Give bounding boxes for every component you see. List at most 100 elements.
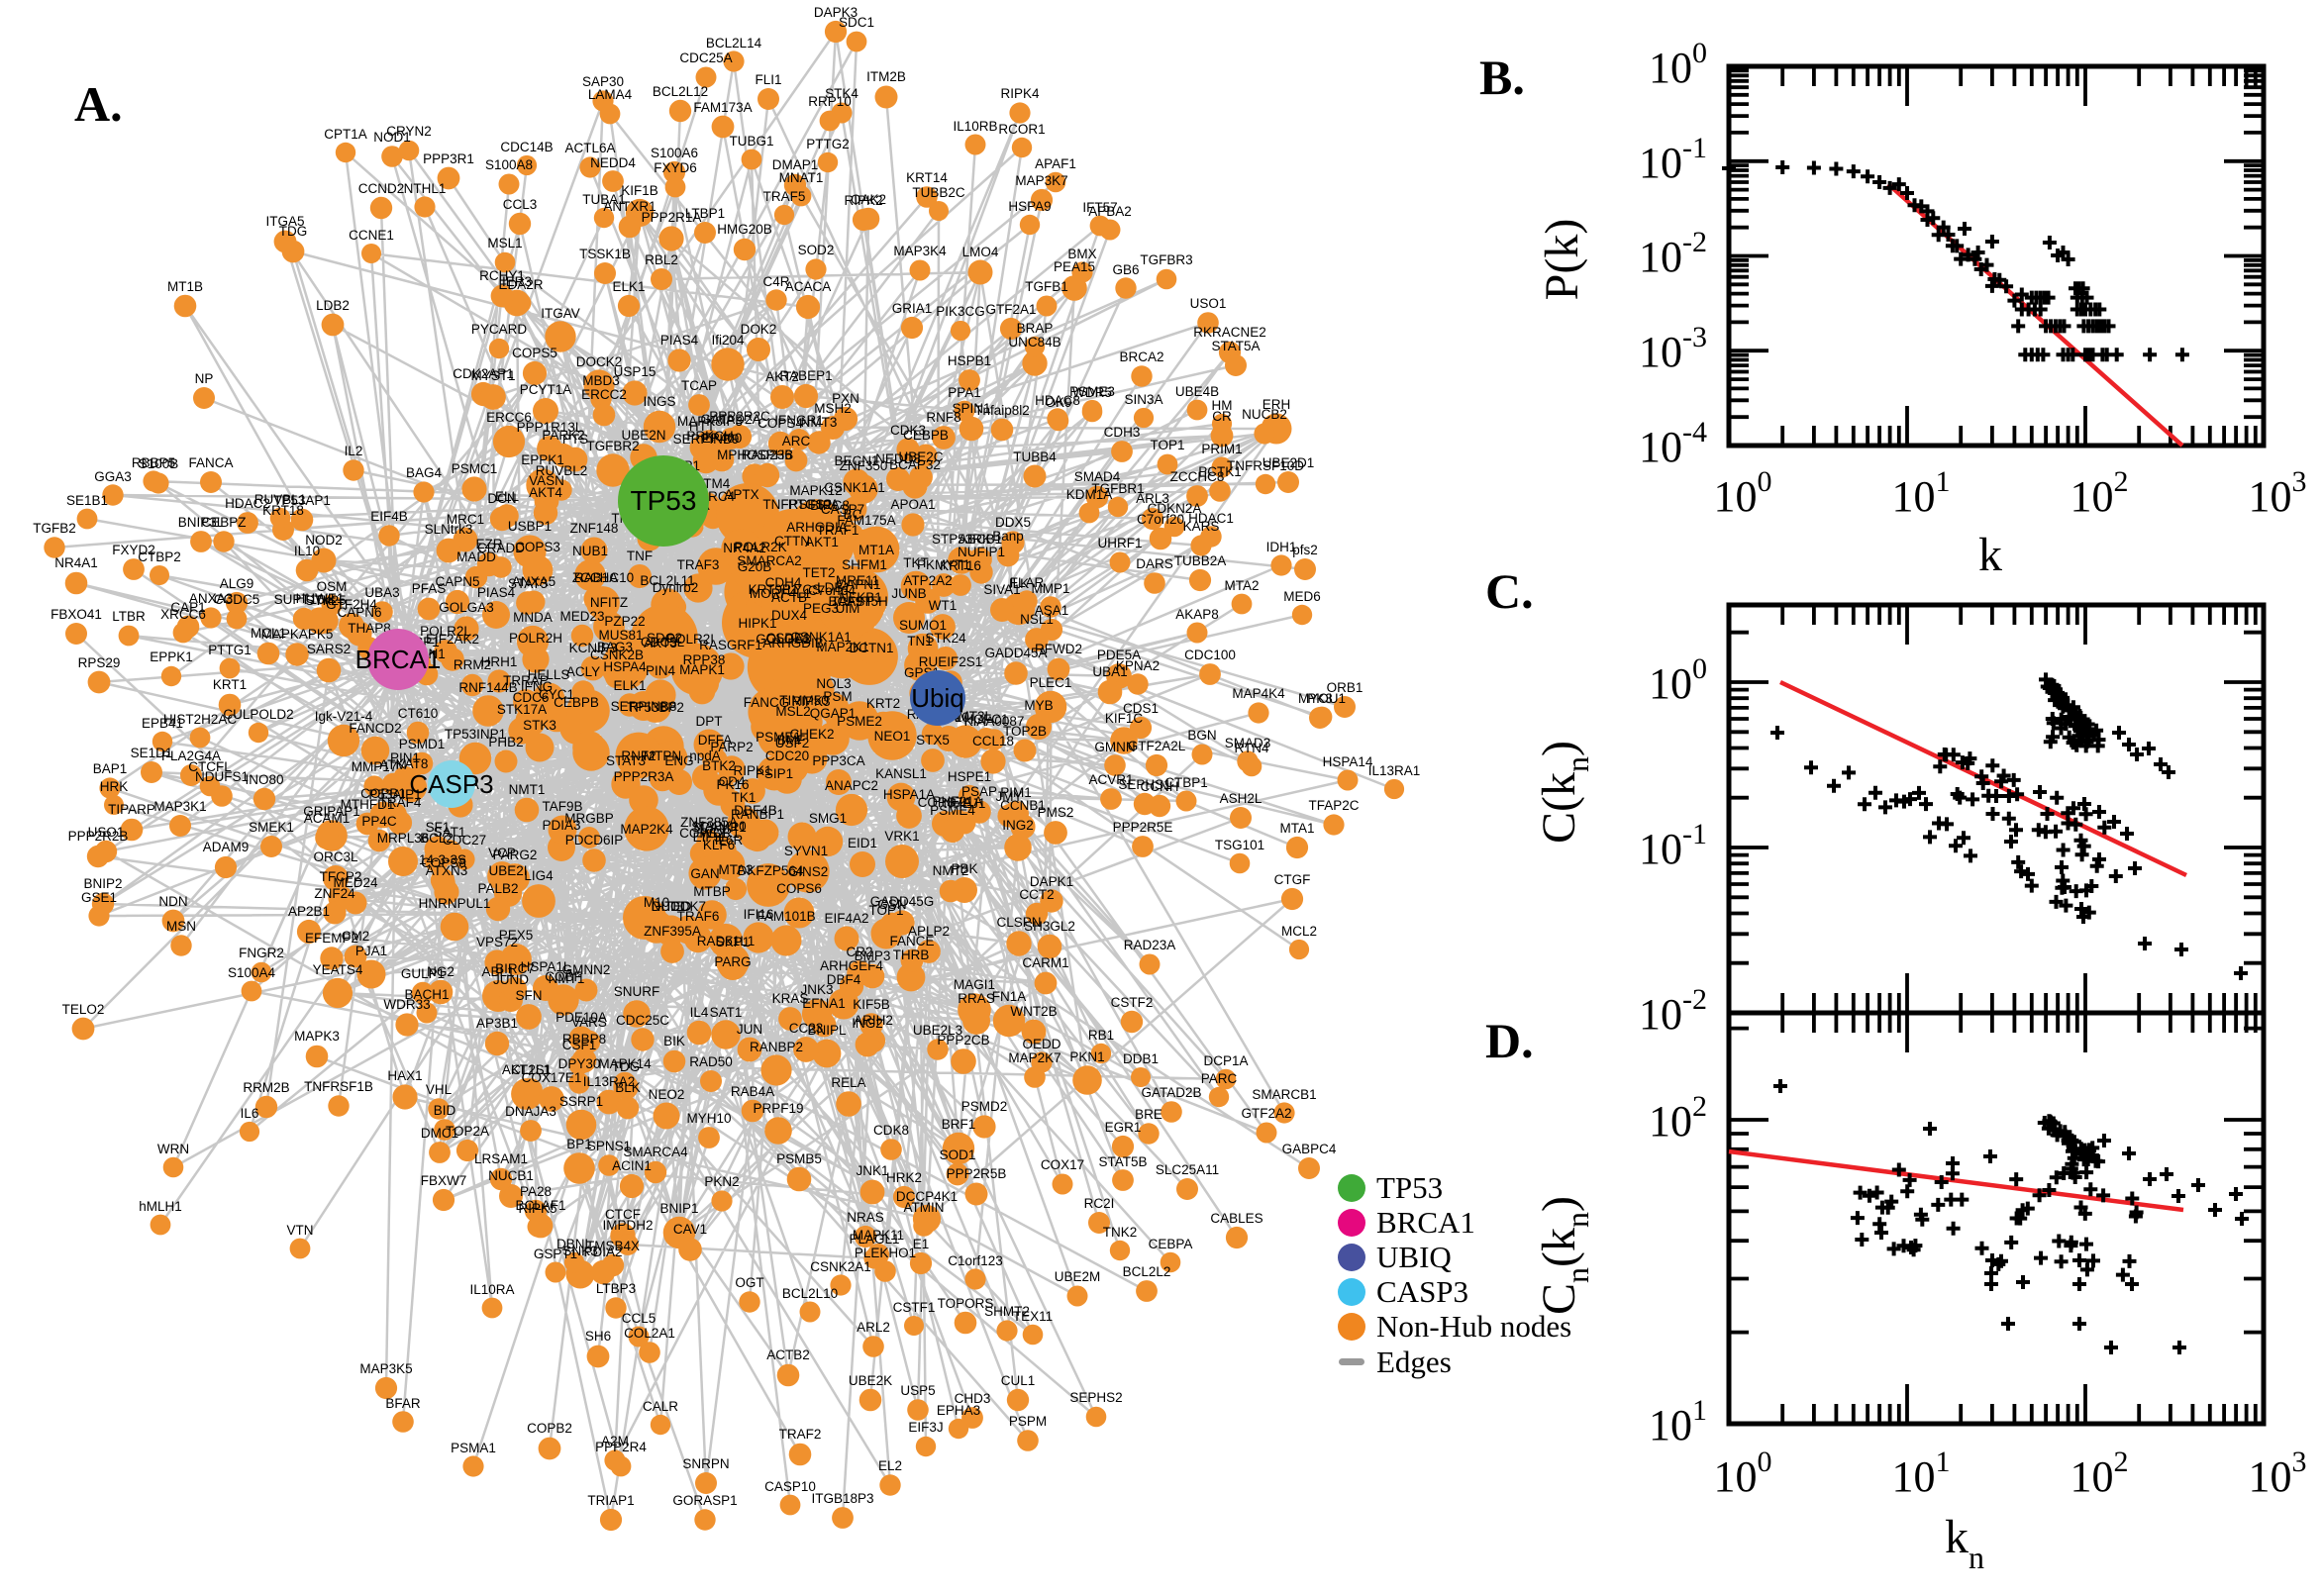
svg-text:CTGF: CTGF [1274,872,1311,887]
svg-text:COPB2: COPB2 [527,1421,572,1436]
svg-text:NEDD8: NEDD8 [875,451,921,466]
svg-text:EIF3J: EIF3J [908,1420,943,1435]
svg-text:NDN: NDN [158,894,187,909]
svg-text:GADD45G: GADD45G [870,894,935,909]
svg-text:BACH1: BACH1 [404,987,449,1002]
svg-text:PKN1: PKN1 [1069,1049,1104,1064]
svg-text:WNT2B: WNT2B [1010,1004,1057,1019]
svg-text:DAPK3: DAPK3 [814,5,858,20]
svg-text:MYB: MYB [1024,698,1053,713]
svg-text:MUS81: MUS81 [598,628,643,643]
svg-text:CTBP2: CTBP2 [138,549,181,564]
svg-text:NUCB1: NUCB1 [488,1168,534,1183]
svg-text:NOD2: NOD2 [305,533,343,548]
svg-text:CAV1: CAV1 [673,1222,707,1237]
svg-text:WT1: WT1 [929,598,958,613]
svg-text:EFNA1: EFNA1 [802,996,846,1011]
svg-text:STAT3: STAT3 [508,576,548,591]
svg-text:ANTXR1: ANTXR1 [603,199,656,214]
svg-text:JNK3: JNK3 [800,982,833,997]
svg-text:TEX11: TEX11 [1013,1309,1053,1324]
svg-text:CSDE1: CSDE1 [765,631,810,646]
svg-text:TGFBR2: TGFBR2 [586,439,639,453]
svg-text:MAP3K5: MAP3K5 [359,1361,412,1376]
svg-text:TOP1: TOP1 [868,903,903,918]
svg-text:CEBPZ: CEBPZ [201,515,246,530]
svg-text:TELO2: TELO2 [62,1002,105,1017]
svg-text:10-1: 10-1 [1639,818,1707,873]
svg-text:CTCFL: CTCFL [188,759,232,774]
svg-text:npdA: npdA [689,748,721,763]
svg-text:PKN2: PKN2 [704,1174,739,1189]
svg-text:SPIN1: SPIN1 [952,401,990,416]
svg-text:RIPK1: RIPK1 [733,763,771,778]
svg-text:TNFRSF1B: TNFRSF1B [304,1079,373,1094]
svg-text:SNURF: SNURF [614,984,660,999]
svg-text:PSME1: PSME1 [756,730,801,745]
svg-text:AKT4: AKT4 [529,485,562,500]
svg-text:COPS6: COPS6 [776,881,822,896]
svg-text:RELA: RELA [831,1075,865,1090]
svg-text:USO1: USO1 [88,825,125,840]
svg-text:SOD1: SOD1 [940,1147,976,1162]
svg-text:LAMA4: LAMA4 [588,87,633,102]
svg-text:RRAS: RRAS [958,991,995,1006]
svg-text:RCHY1: RCHY1 [479,268,525,283]
svg-text:BC: BC [844,507,862,522]
svg-text:SYVN1: SYVN1 [784,844,828,858]
svg-text:NG2: NG2 [427,964,454,979]
svg-text:TUBA1: TUBA1 [582,192,626,207]
svg-text:HCFC1: HCFC1 [963,712,1008,727]
svg-text:PEA15: PEA15 [1054,259,1095,274]
svg-text:CCT2: CCT2 [1019,887,1054,902]
svg-text:ANAPC2: ANAPC2 [825,778,878,793]
svg-text:NSL1: NSL1 [1020,612,1054,627]
svg-text:MT1A: MT1A [858,543,894,557]
svg-text:GTF2A1: GTF2A1 [985,302,1036,317]
svg-text:C7orf64: C7orf64 [808,583,857,598]
svg-text:CSNK1A1: CSNK1A1 [824,480,885,495]
svg-text:CC23: CC23 [789,1021,824,1036]
svg-text:RASGRF1: RASGRF1 [699,638,762,652]
svg-text:MTA1: MTA1 [1279,821,1314,836]
svg-text:UHRF1: UHRF1 [1097,536,1142,550]
svg-text:ACLY: ACLY [566,664,600,679]
svg-text:COPB1: COPB1 [360,786,406,801]
svg-text:GATAD2A: GATAD2A [700,412,760,427]
svg-text:LDB1: LDB1 [817,580,851,595]
svg-text:MT1B: MT1B [167,279,203,294]
svg-text:BMF: BMF [777,733,806,748]
svg-text:SFN: SFN [516,988,543,1003]
svg-text:NFKB1: NFKB1 [839,590,882,605]
svg-text:RIPK4: RIPK4 [1000,86,1040,101]
svg-text:HMG20B: HMG20B [717,222,772,237]
svg-text:PSAP: PSAP [961,784,997,799]
svg-text:COPS7A: COPS7A [918,795,972,810]
svg-text:MRE11: MRE11 [836,573,879,588]
svg-text:ARHGDIB: ARHGDIB [762,636,824,650]
svg-text:CCND2: CCND2 [358,181,405,196]
svg-text:MYH10: MYH10 [686,1111,731,1126]
svg-text:PTTG1: PTTG1 [208,643,252,657]
svg-text:ZNF148: ZNF148 [570,521,619,536]
svg-text:C4R: C4R [762,274,789,289]
svg-text:Non-Hub nodes: Non-Hub nodes [1376,1309,1571,1344]
svg-text:ING2: ING2 [852,1016,883,1031]
svg-text:KIAA0087: KIAA0087 [964,714,1025,729]
svg-text:BFAR: BFAR [385,1396,421,1411]
svg-text:EP400: EP400 [702,431,743,446]
svg-text:UBE2N: UBE2N [621,428,665,443]
svg-text:KRT14: KRT14 [906,170,948,185]
svg-text:MYST1: MYST1 [470,368,515,383]
svg-text:SEPHS2: SEPHS2 [1069,1390,1122,1405]
svg-text:IL13RA1: IL13RA1 [1368,763,1421,778]
svg-text:BRCA2: BRCA2 [1119,349,1163,364]
svg-text:SAP30: SAP30 [582,74,624,89]
svg-text:GTF2H4: GTF2H4 [326,597,377,612]
svg-text:HSPA4: HSPA4 [603,659,647,674]
svg-text:PPP2CB: PPP2CB [937,1033,989,1047]
svg-text:BCLAF1: BCLAF1 [515,1198,565,1213]
svg-text:SLC25A11: SLC25A11 [1156,1162,1219,1177]
svg-text:PK3: PK3 [1307,691,1333,706]
svg-text:CDK2AP1: CDK2AP1 [453,366,514,381]
